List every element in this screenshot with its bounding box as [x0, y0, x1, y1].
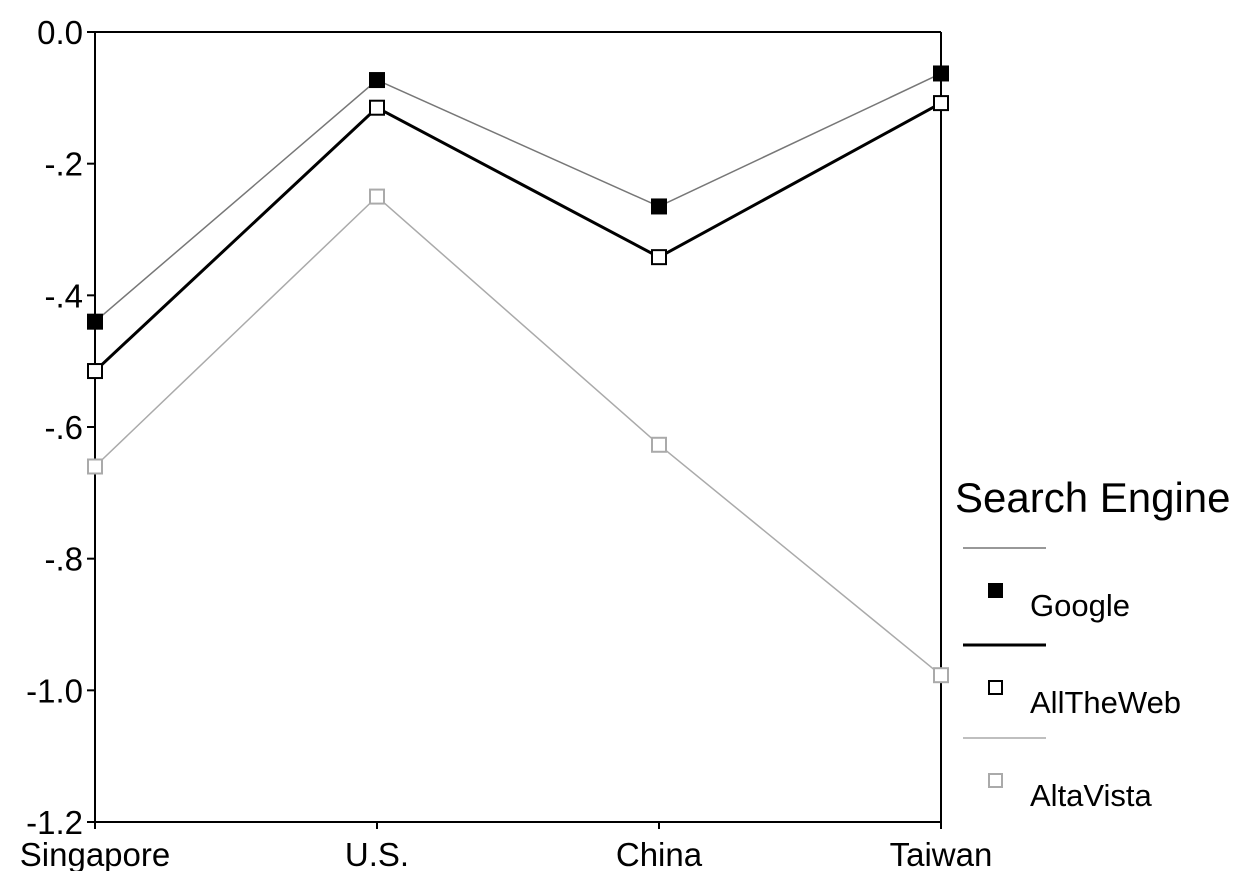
point-alltheweb: [369, 99, 385, 116]
x-tick-label: China: [616, 836, 703, 871]
legend-label-altavista: AltaVista: [1030, 778, 1153, 813]
legend-marker-altavista: [988, 773, 1003, 788]
y-tick-label: -.2: [44, 146, 83, 183]
point-altavista: [369, 188, 385, 205]
series-line-altavista: [94, 195, 942, 676]
point-google: [369, 72, 385, 89]
y-tick-label: -.4: [44, 277, 83, 314]
series-line-alltheweb: [93, 101, 942, 373]
x-tick-label: U.S.: [345, 836, 409, 871]
point-alltheweb: [933, 95, 949, 112]
point-altavista: [933, 667, 949, 684]
y-tick-label: -.8: [44, 541, 83, 578]
legend-marker-alltheweb: [988, 680, 1003, 695]
point-altavista: [87, 458, 103, 475]
legend-label-google: Google: [1030, 588, 1130, 623]
legend-label-alltheweb: AllTheWeb: [1030, 685, 1181, 720]
legend-marker-google: [988, 583, 1003, 598]
point-alltheweb: [651, 249, 667, 266]
point-google: [651, 198, 667, 215]
legend-title: Search Engine: [955, 474, 1231, 521]
series: [87, 65, 949, 684]
legend: Search Engine Google AllTheWeb AltaVista: [955, 474, 1231, 813]
series-line-google: [94, 72, 942, 323]
y-tick-label: -1.2: [26, 804, 83, 841]
x-tick-label: Singapore: [20, 836, 170, 871]
point-google: [87, 313, 103, 330]
y-tick-label: -1.0: [26, 672, 83, 709]
axes: [94, 31, 942, 823]
x-tick-label: Taiwan: [890, 836, 993, 871]
y-tick-label: -.6: [44, 409, 83, 446]
point-google: [933, 65, 949, 82]
point-alltheweb: [87, 363, 103, 380]
y-tick-label: 0.0: [37, 14, 83, 51]
point-altavista: [651, 436, 667, 453]
